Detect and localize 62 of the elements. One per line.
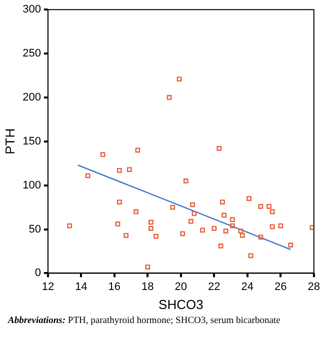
point bbox=[190, 202, 195, 208]
y-tick-label: 50 bbox=[28, 223, 41, 236]
point bbox=[310, 225, 314, 230]
point bbox=[278, 223, 284, 228]
point bbox=[246, 196, 252, 201]
point bbox=[116, 168, 122, 173]
point bbox=[148, 220, 154, 225]
point bbox=[220, 200, 225, 204]
point bbox=[148, 226, 154, 231]
point bbox=[183, 178, 188, 184]
x-tick-label: 16 bbox=[108, 280, 121, 293]
point bbox=[288, 242, 294, 248]
point bbox=[230, 217, 235, 222]
point bbox=[135, 148, 140, 153]
point bbox=[154, 234, 158, 239]
point bbox=[216, 146, 222, 151]
point bbox=[134, 209, 138, 214]
y-axis-title: PTH bbox=[2, 128, 18, 154]
x-tick-label: 22 bbox=[208, 280, 220, 293]
y-tick-label: 0 bbox=[34, 267, 41, 280]
point bbox=[212, 226, 217, 231]
y-tick-label: 100 bbox=[22, 179, 41, 192]
point bbox=[170, 204, 176, 210]
point bbox=[100, 152, 106, 158]
x-tick-label: 14 bbox=[75, 280, 88, 293]
point bbox=[240, 232, 245, 238]
x-axis-title: SHCO3 bbox=[158, 296, 204, 312]
x-tick-label: 24 bbox=[241, 280, 254, 293]
point bbox=[145, 264, 150, 270]
point bbox=[258, 234, 264, 240]
point bbox=[126, 167, 132, 172]
point bbox=[115, 222, 120, 226]
point bbox=[222, 212, 227, 218]
point bbox=[258, 204, 264, 209]
point bbox=[218, 244, 224, 248]
point bbox=[188, 218, 194, 224]
point bbox=[166, 95, 172, 100]
text: Abbreviations: PTH, parathyroid hormone; SHCO3, serum bicarbonate bbox=[8, 316, 282, 326]
point bbox=[270, 209, 275, 214]
point bbox=[200, 228, 205, 233]
point bbox=[270, 224, 275, 230]
point bbox=[248, 253, 254, 258]
y-tick-label: 250 bbox=[22, 48, 41, 60]
y-tick-label: 300 bbox=[22, 4, 41, 16]
point bbox=[180, 231, 186, 236]
point bbox=[124, 232, 129, 238]
y-tick-label: 200 bbox=[22, 92, 41, 104]
x-tick-label: 18 bbox=[142, 280, 154, 293]
point bbox=[223, 228, 228, 234]
x-tick-label: 20 bbox=[174, 280, 188, 293]
point bbox=[176, 76, 182, 82]
point bbox=[116, 200, 122, 204]
point bbox=[230, 223, 235, 228]
point bbox=[85, 173, 90, 178]
x-tick-label: 12 bbox=[42, 280, 54, 293]
point bbox=[238, 228, 244, 234]
point bbox=[266, 204, 272, 209]
point bbox=[67, 223, 72, 228]
x-tick-label: 28 bbox=[308, 280, 320, 293]
y-tick-label: 150 bbox=[22, 135, 41, 148]
point bbox=[192, 211, 197, 216]
x-tick-label: 26 bbox=[274, 280, 287, 293]
